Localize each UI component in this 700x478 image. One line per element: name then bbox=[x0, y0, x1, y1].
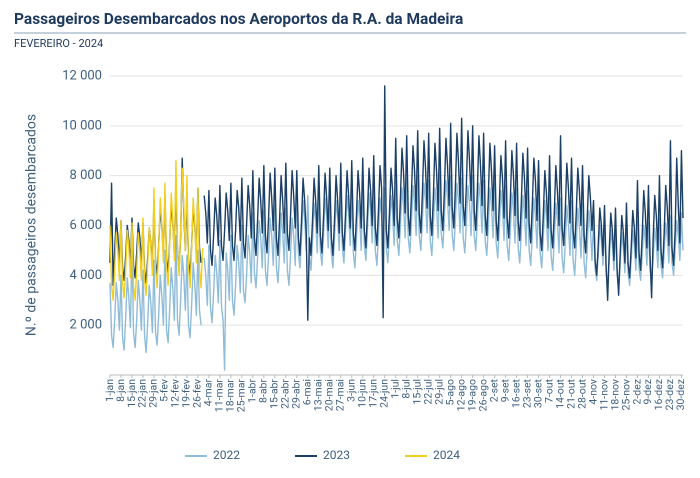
legend-label: 2024 bbox=[433, 448, 460, 462]
series-line bbox=[109, 172, 684, 371]
x-tick-label: 16-dez bbox=[652, 379, 665, 410]
x-tick-label: 8-abr bbox=[257, 379, 270, 403]
y-tick-label: 2 000 bbox=[70, 318, 102, 333]
x-tick-label: 19-fev bbox=[180, 379, 193, 408]
x-tick-label: 29-abr bbox=[290, 379, 303, 409]
x-tick-label: 23-set bbox=[520, 378, 533, 408]
x-tick-label: 24-jun bbox=[378, 379, 391, 408]
x-tick-label: 5-ago bbox=[443, 379, 456, 405]
x-tick-label: 12-fev bbox=[169, 379, 182, 408]
y-tick-label: 10 000 bbox=[62, 118, 102, 133]
x-tick-label: 21-out bbox=[564, 378, 577, 408]
x-tick-label: 15-jan bbox=[125, 379, 138, 408]
x-tick-label: 22-jul bbox=[421, 379, 434, 405]
x-tick-label: 4-mar bbox=[202, 379, 215, 407]
x-tick-label: 14-out bbox=[553, 378, 566, 408]
x-tick-label: 11-mar bbox=[213, 379, 226, 413]
x-tick-label: 30-dez bbox=[674, 379, 687, 410]
series-line bbox=[109, 85, 684, 321]
y-axis-label: N.º de passageiros desembarcados bbox=[24, 114, 40, 336]
x-tick-label: 18-mar bbox=[224, 379, 237, 413]
x-tick-label: 18-nov bbox=[608, 379, 621, 411]
y-tick-label: 12 000 bbox=[62, 68, 102, 83]
x-tick-label: 7-out bbox=[542, 378, 555, 403]
series-line bbox=[109, 160, 204, 301]
x-tick-label: 1-abr bbox=[246, 379, 259, 403]
x-tick-label: 4-nov bbox=[586, 379, 599, 405]
x-tick-label: 22-abr bbox=[279, 379, 292, 409]
x-tick-label: 25-nov bbox=[619, 379, 632, 411]
x-tick-label: 2-set bbox=[487, 378, 500, 402]
x-tick-label: 13-mai bbox=[312, 379, 325, 411]
x-tick-label: 29-jul bbox=[432, 379, 445, 405]
x-tick-label: 27-mai bbox=[334, 379, 347, 411]
x-tick-label: 22-jan bbox=[136, 379, 149, 408]
x-tick-label: 12-ago bbox=[454, 379, 467, 411]
x-tick-label: 9-set bbox=[498, 378, 511, 402]
x-tick-label: 8-jul bbox=[399, 379, 412, 399]
x-tick-label: 2-dez bbox=[630, 379, 643, 405]
x-tick-label: 10-jun bbox=[356, 379, 369, 408]
x-tick-label: 23-dez bbox=[663, 379, 676, 410]
y-tick-label: 8 000 bbox=[70, 168, 102, 183]
x-tick-label: 11-nov bbox=[597, 379, 610, 411]
x-tick-label: 5-fev bbox=[158, 379, 171, 402]
x-tick-label: 25-mar bbox=[235, 379, 248, 413]
chart-subtitle: FEVEREIRO - 2024 bbox=[14, 37, 103, 50]
x-tick-label: 1-jan bbox=[103, 379, 116, 402]
x-tick-label: 26-fev bbox=[191, 379, 204, 408]
legend-label: 2023 bbox=[323, 448, 350, 462]
x-tick-label: 1-jul bbox=[388, 379, 401, 399]
x-tick-label: 6-mai bbox=[301, 379, 314, 405]
y-tick-label: 6 000 bbox=[70, 218, 102, 233]
x-tick-label: 3-jun bbox=[345, 379, 358, 402]
x-tick-label: 15-jul bbox=[410, 379, 423, 405]
x-tick-label: 29-jan bbox=[147, 379, 160, 408]
x-tick-label: 9-dez bbox=[641, 379, 654, 405]
y-tick-label: 4 000 bbox=[70, 268, 102, 283]
legend-label: 2022 bbox=[213, 448, 240, 462]
x-tick-label: 20-mai bbox=[323, 379, 336, 411]
x-tick-label: 17-jun bbox=[367, 379, 380, 408]
x-tick-label: 26-ago bbox=[476, 379, 489, 411]
x-tick-label: 8-jan bbox=[114, 379, 127, 402]
x-tick-label: 28-out bbox=[575, 378, 588, 408]
x-tick-label: 15-abr bbox=[268, 379, 281, 409]
x-tick-label: 19-ago bbox=[465, 379, 478, 411]
chart-title: Passageiros Desembarcados nos Aeroportos… bbox=[14, 10, 463, 28]
x-tick-label: 16-set bbox=[509, 378, 522, 408]
x-tick-label: 30-set bbox=[531, 378, 544, 408]
